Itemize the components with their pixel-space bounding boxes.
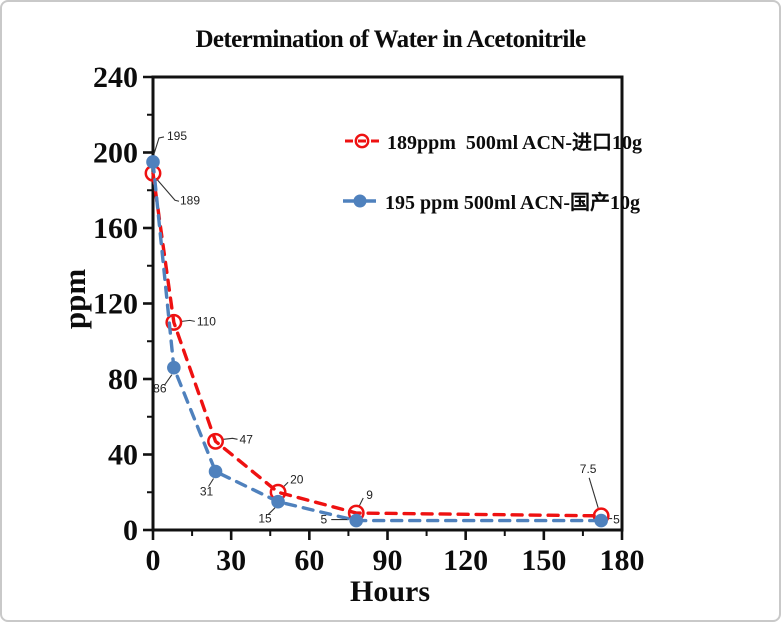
point-label-leader: [588, 477, 599, 509]
series-line: [151, 160, 603, 523]
y-tick-label: 40: [108, 439, 138, 472]
data-point-marker: [594, 513, 608, 528]
x-tick-label: 150: [521, 544, 566, 577]
point-label: 31: [200, 484, 214, 498]
point-label: 7.5: [580, 462, 597, 476]
x-tick-label: 90: [373, 544, 403, 577]
legend-marker-filled-circle-icon: [343, 194, 377, 207]
data-point-marker: [271, 494, 285, 509]
series-0: 189 110 47 20 9 7.5: [144, 164, 610, 525]
point-label-leader: [155, 177, 180, 202]
y-tick-label: 200: [93, 137, 138, 170]
data-point-marker: [208, 464, 223, 479]
point-label: 5: [613, 513, 620, 527]
point-label: 195: [167, 129, 187, 143]
point-label: 9: [366, 488, 373, 502]
point-label-leader: [358, 497, 364, 507]
y-axis: 0 40 80 120 160 200 240: [93, 61, 153, 547]
data-point-marker: [207, 432, 224, 450]
legend-entry-domestic: 195 ppm 500ml ACN-国产10g: [342, 186, 640, 215]
series-line: [151, 171, 603, 518]
point-label: 189: [180, 193, 200, 207]
point-label: 110: [197, 314, 216, 328]
data-point-marker: [146, 155, 160, 169]
series-1: 195 86 31 15 5 5: [146, 129, 620, 528]
y-tick-label: 160: [93, 212, 138, 245]
chart-title: Determination of Water in Acetonitrile: [195, 26, 586, 53]
x-tick-label: 120: [443, 544, 488, 577]
point-label-leader: [153, 136, 165, 155]
x-tick-label: 0: [146, 544, 161, 577]
data-point-marker: [349, 513, 364, 528]
y-tick-label: 240: [93, 61, 138, 94]
data-point-marker: [165, 313, 183, 331]
point-label: 86: [153, 382, 167, 396]
data-point-marker: [167, 360, 181, 375]
y-tick-label: 80: [108, 363, 138, 396]
x-tick-label: 180: [600, 544, 645, 577]
point-label: 15: [258, 512, 272, 526]
x-tick-label: 30: [216, 544, 246, 577]
x-tick-label: 60: [294, 544, 324, 577]
point-label-leader: [267, 507, 276, 516]
legend-marker-open-circle-icon: [345, 133, 379, 148]
x-axis: 0 30 60 90 120 150 180: [146, 530, 645, 577]
point-label-leader: [164, 374, 173, 385]
legend-entry-imported: 189ppm 500ml ACN-进口10g: [344, 126, 642, 155]
y-tick-label: 120: [93, 288, 138, 321]
point-label-leader: [208, 478, 214, 487]
x-axis-title: Hours: [349, 575, 431, 608]
y-tick-label: 0: [123, 514, 138, 547]
point-label-leader: [223, 437, 238, 440]
point-label: 5: [321, 513, 328, 527]
legend-label-imported: 189ppm 500ml ACN-进口10g: [387, 132, 643, 154]
point-label: 20: [290, 472, 304, 486]
legend-label-domestic: 195 ppm 500ml ACN-国产10g: [385, 192, 641, 214]
point-label: 47: [240, 432, 254, 446]
point-label-leader: [181, 319, 195, 322]
